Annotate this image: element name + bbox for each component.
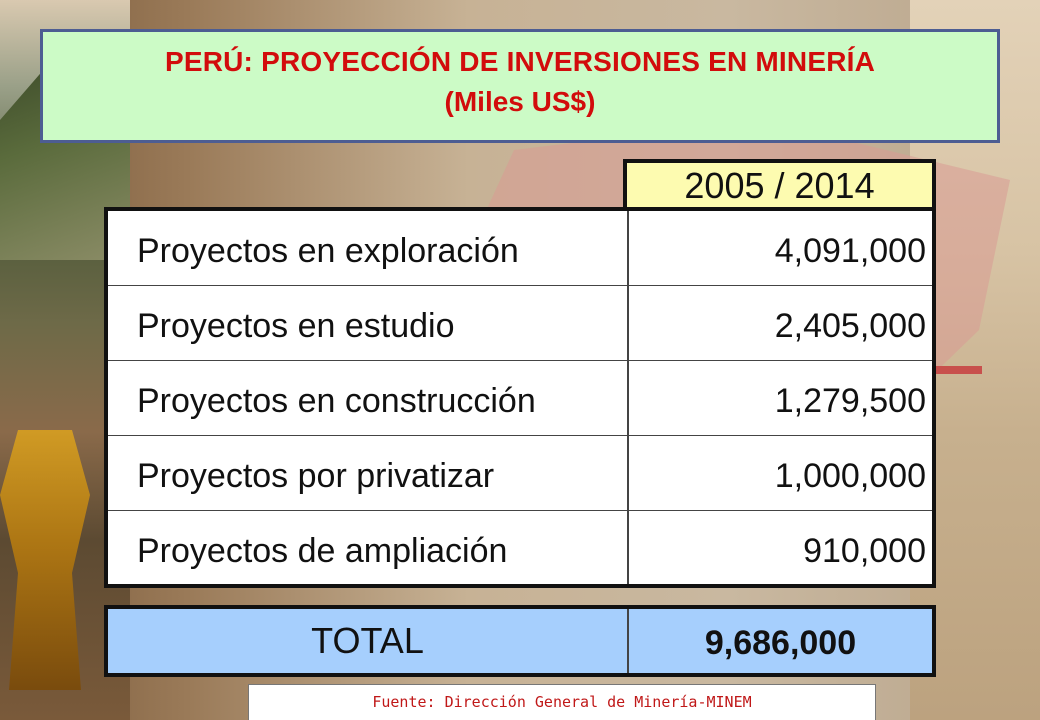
total-value: 9,686,000 xyxy=(704,624,857,662)
row-label: Proyectos en construcción xyxy=(137,382,536,420)
row-value: 2,405,000 xyxy=(774,307,926,345)
row-label: Proyectos en exploración xyxy=(137,232,519,270)
investment-table: Proyectos en exploración 4,091,000 Proye… xyxy=(104,207,936,588)
period-header-cell: 2005 / 2014 xyxy=(623,159,936,212)
total-label: TOTAL xyxy=(311,620,424,661)
column-divider xyxy=(627,211,629,584)
title-banner: PERÚ: PROYECCIÓN DE INVERSIONES EN MINER… xyxy=(40,29,1000,143)
page-title: PERÚ: PROYECCIÓN DE INVERSIONES EN MINER… xyxy=(164,46,876,77)
decorative-accent-bar xyxy=(936,366,982,374)
row-value: 4,091,000 xyxy=(774,232,926,270)
row-label: Proyectos en estudio xyxy=(137,307,455,345)
page-subtitle: (Miles US$) xyxy=(444,86,596,117)
table-row: Proyectos en estudio 2,405,000 xyxy=(108,286,932,361)
row-value: 1,000,000 xyxy=(774,457,926,495)
row-value: 1,279,500 xyxy=(774,382,926,420)
row-value: 910,000 xyxy=(803,532,926,570)
gold-tumi-image xyxy=(0,430,90,690)
table-row: Proyectos en construcción 1,279,500 xyxy=(108,361,932,436)
table-row: Proyectos por privatizar 1,000,000 xyxy=(108,436,932,511)
column-divider xyxy=(627,609,629,673)
row-label: Proyectos de ampliación xyxy=(137,532,508,570)
row-label: Proyectos por privatizar xyxy=(137,457,495,495)
table-row: Proyectos en exploración 4,091,000 xyxy=(108,211,932,286)
source-note: Fuente: Dirección General de Minería-MIN… xyxy=(248,684,876,720)
total-row: TOTAL 9,686,000 xyxy=(104,605,936,677)
table-row: Proyectos de ampliación 910,000 xyxy=(108,511,932,586)
